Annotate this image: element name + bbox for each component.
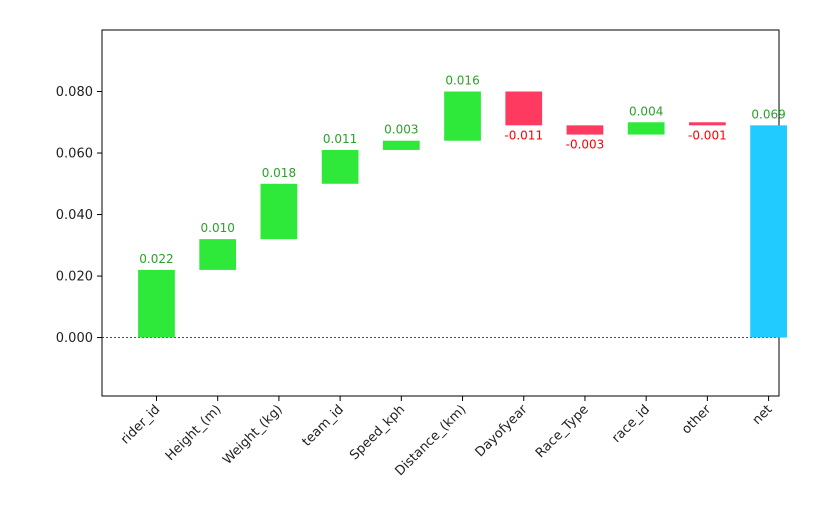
data-label: 0.011 xyxy=(323,132,357,146)
bar-dayofyear xyxy=(505,91,543,126)
y-tick-label: 0.000 xyxy=(56,331,93,346)
x-tick-label: Race_Type xyxy=(533,402,592,461)
data-label: -0.011 xyxy=(504,128,543,142)
x-tick-label: race_id xyxy=(609,402,653,446)
x-tick-label: team_id xyxy=(299,402,346,449)
x-tick-label: Weight_(kg) xyxy=(220,402,286,468)
y-tick-label: 0.060 xyxy=(56,147,93,162)
bar-rider_id xyxy=(138,269,175,338)
bar-weight_(kg) xyxy=(260,183,298,240)
bar-race_id xyxy=(627,122,665,135)
bar-distance_(km) xyxy=(444,91,481,141)
bar-other xyxy=(689,122,726,126)
data-label: 0.004 xyxy=(629,104,663,118)
x-tick-label: rider_id xyxy=(118,402,163,447)
bar-net xyxy=(750,125,787,338)
data-label: 0.016 xyxy=(445,74,479,88)
bar-team_id xyxy=(321,149,359,184)
data-label: 0.010 xyxy=(201,221,235,235)
y-tick-label: 0.020 xyxy=(56,270,93,285)
data-label: 0.022 xyxy=(139,252,173,266)
bar-height_(m) xyxy=(199,239,237,270)
data-label: 0.069 xyxy=(751,107,785,121)
plot-area: 0.000 0.020 0.040 0.060 0.080 0.022 rider_id 0.… xyxy=(56,29,787,479)
data-label: 0.018 xyxy=(262,166,296,180)
x-tick-label: Speed_kph xyxy=(347,402,408,463)
data-label: 0.003 xyxy=(384,123,418,137)
y-tick-label: 0.080 xyxy=(56,85,93,100)
x-tick-label: Dayofyear xyxy=(473,402,531,460)
plot-frame xyxy=(101,29,780,397)
y-tick-label: 0.040 xyxy=(56,208,93,223)
data-label: -0.001 xyxy=(688,128,727,142)
x-tick-label: Height_(m) xyxy=(163,402,225,464)
bar-speed_kph xyxy=(382,140,420,150)
x-tick-label: net xyxy=(750,402,776,428)
bar-race_type xyxy=(566,125,604,135)
x-tick-label: other xyxy=(679,402,715,438)
data-label: -0.003 xyxy=(566,138,605,152)
